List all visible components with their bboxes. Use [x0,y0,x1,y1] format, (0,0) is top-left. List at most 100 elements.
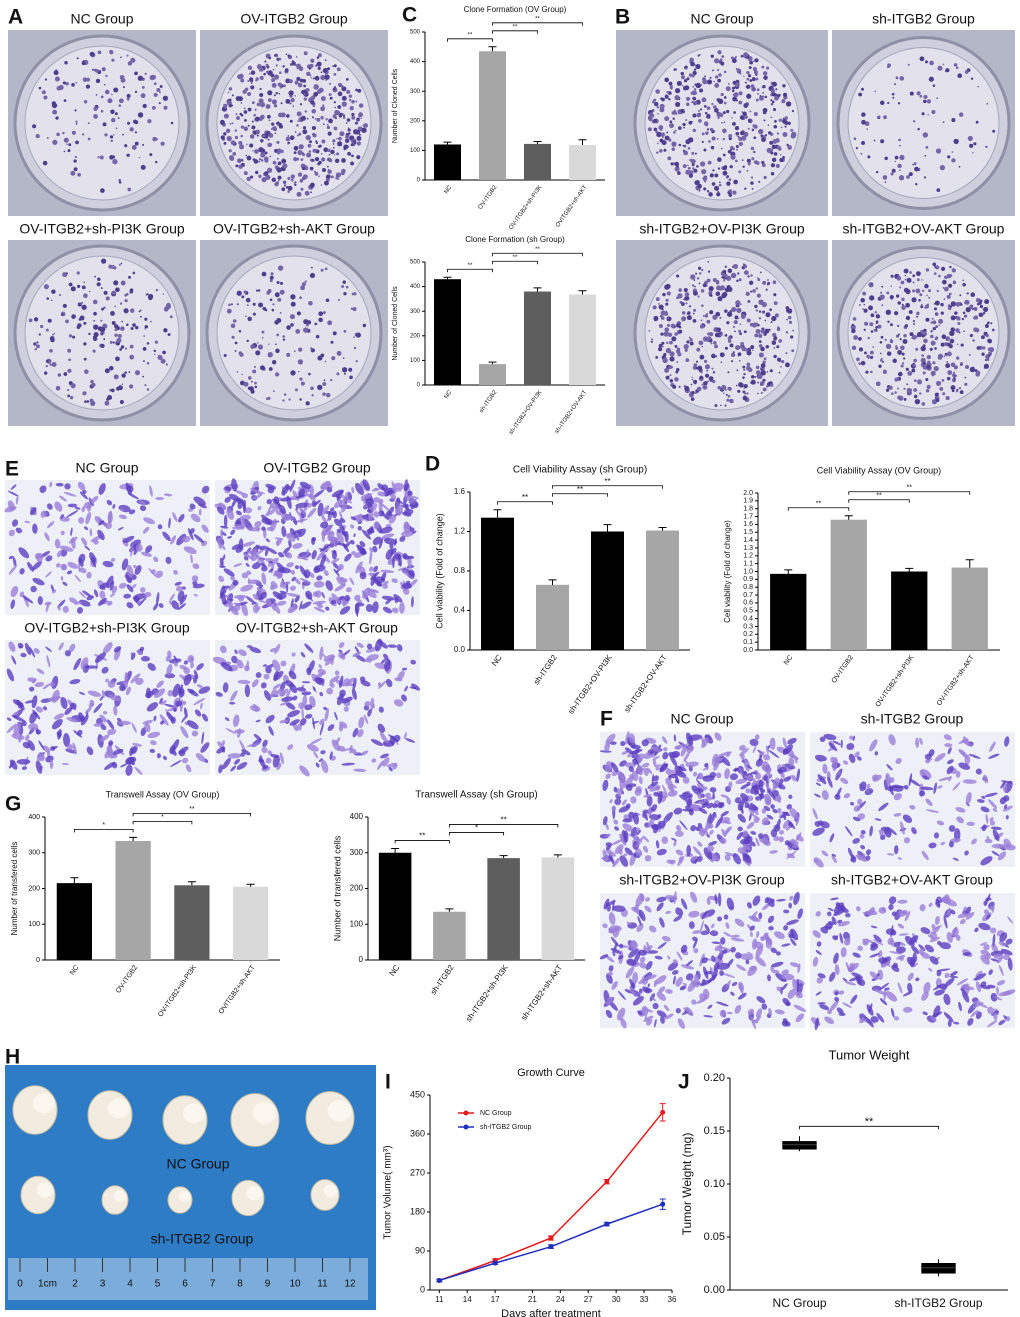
cell [318,664,322,669]
cell [937,897,949,901]
colony [110,93,113,96]
colony [701,169,707,175]
colony [267,138,270,141]
colony [884,338,887,341]
cell [836,905,849,913]
cell [97,597,107,606]
colony [651,109,655,112]
colony [312,148,317,153]
colony [709,76,712,79]
colony [746,318,751,323]
colony [967,135,973,141]
cell [697,784,704,789]
cell [750,831,757,835]
colony [334,106,336,109]
colony [234,135,239,140]
cell [868,909,878,916]
cell [624,989,633,994]
cell [690,891,698,903]
cell [874,818,882,821]
colony [733,320,738,325]
colony [767,279,769,281]
cell [646,767,653,775]
cell [650,804,658,812]
cell [877,969,884,981]
colony [275,92,279,95]
colony [921,279,923,281]
dish-base [24,45,180,201]
colony [970,292,976,297]
colony [729,398,734,404]
colony [317,53,322,58]
cell [662,752,669,760]
cell [737,801,744,811]
colony [863,303,865,306]
cell [831,855,838,864]
cell [761,1003,768,1010]
cell [405,738,416,743]
colony [32,124,37,129]
cell [65,748,77,754]
colony [762,91,765,94]
colony [698,266,702,270]
colony [272,303,275,306]
cell [200,702,203,710]
colony [755,328,761,334]
colony [681,316,687,322]
cell [983,900,988,907]
colony [358,103,364,108]
colony [363,123,368,128]
cell [958,1001,962,1012]
cell [368,566,374,572]
colony [770,383,774,387]
cell [796,978,800,993]
cell [763,754,771,761]
cell [980,856,993,866]
colony [152,106,156,110]
colony [694,382,697,385]
colony [674,377,679,382]
cell [8,641,16,652]
cell [750,1016,756,1030]
colony [911,334,917,340]
colony [903,387,906,390]
cell [964,850,969,856]
colony [299,398,302,401]
colony [246,339,249,343]
cell [659,763,668,772]
cell [831,853,837,857]
colony [110,139,114,143]
tumor-lobe [32,1093,55,1114]
cell [339,605,351,615]
cell [643,794,652,798]
colony [717,157,722,162]
cell [388,514,397,524]
photo-caption: sh-ITGB2+OV-AKT Group [831,872,993,888]
colony [786,332,788,334]
cell [903,784,909,790]
colony [764,328,770,334]
colony [711,102,714,106]
cell [319,722,324,736]
colony [62,303,67,309]
cell [706,802,714,809]
cell [301,706,304,720]
colony [728,134,733,138]
colony [717,386,721,390]
cell [601,857,609,861]
colony [81,301,84,304]
cell [119,508,124,511]
colony [67,389,70,392]
colony [76,325,81,329]
colony [271,308,275,312]
cell [603,898,610,910]
cell [974,973,987,981]
cell [973,1000,981,1005]
colony [935,265,940,270]
cell [380,569,395,574]
colony [929,60,934,66]
colony [950,301,957,307]
cell [306,744,319,752]
cell [980,806,990,813]
colony [332,139,336,143]
